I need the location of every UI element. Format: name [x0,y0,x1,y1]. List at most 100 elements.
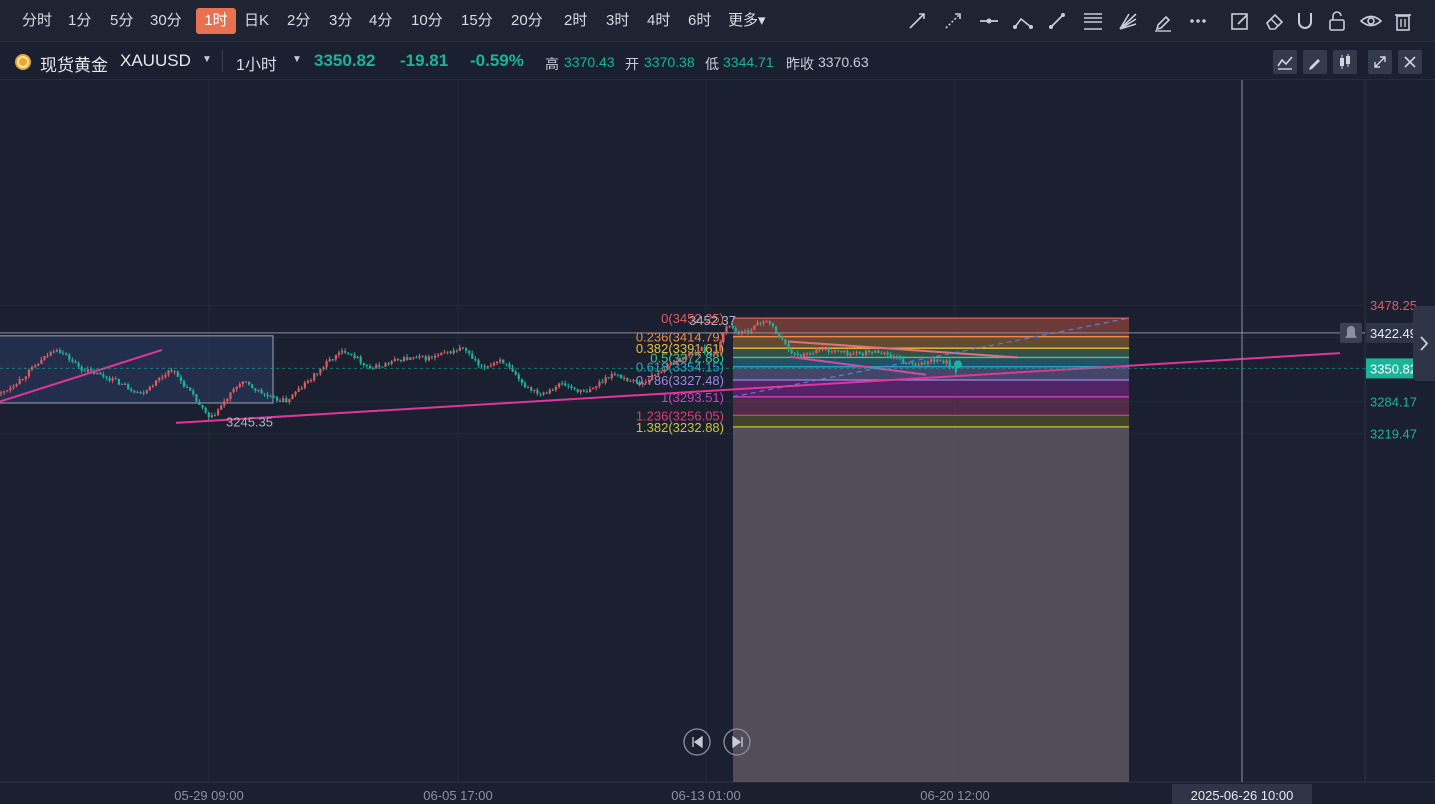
timeframe-tab[interactable]: 2分 [287,12,311,29]
rectangle-drawing[interactable] [0,335,274,404]
replay-back-button[interactable] [683,728,711,756]
fan-icon[interactable] [1115,8,1141,34]
candle-body [155,380,158,386]
horizontal-line-icon[interactable] [976,8,1002,34]
candle-body [127,384,130,389]
candle-body [365,365,368,367]
magnet-icon[interactable] [1292,8,1318,34]
candle-body [139,392,142,394]
candle-body [616,374,620,376]
timeframe-tab[interactable]: 4时 [647,12,671,29]
timeframe-tab[interactable]: 30分 [150,12,182,29]
close-icon[interactable] [1398,50,1422,74]
candle-body [341,351,344,353]
candle-body [725,326,728,333]
timeframe-tab[interactable]: 更多▾ [728,12,766,29]
timeframe-tab[interactable]: 3时 [606,12,630,29]
unlock-icon[interactable] [1324,8,1350,34]
candle-body [83,370,86,372]
symbol-code[interactable]: XAUUSD [120,51,191,70]
candle-body [446,351,449,353]
triangle-upper-line[interactable] [787,340,1019,359]
period-dropdown-icon[interactable]: ▼ [292,54,302,65]
candle-body [759,322,762,324]
eraser-icon[interactable] [1261,8,1287,34]
timeframe-tab[interactable]: 分时 [22,12,53,29]
candle-body [740,331,744,334]
candle-body [809,353,812,355]
candle-body [204,407,207,413]
candle-body [892,356,895,359]
more-icon[interactable] [1185,8,1211,34]
candle-body [629,380,632,382]
price-chart[interactable]: 0(3452.25) 0.236(3414.79)0.382(3391.61) 0.… [0,80,1435,804]
candle-body [18,379,21,385]
candle-body [409,357,412,360]
divider [222,50,223,72]
timeframe-tab[interactable]: 日K [244,12,270,29]
period-selector[interactable]: 1小时 [236,57,277,74]
candle-body [576,389,579,393]
candle-body [868,350,871,353]
candle-body [266,394,269,397]
indicator-icon[interactable] [1273,50,1297,74]
fib-retracement-icon[interactable] [1080,8,1106,34]
trash-icon[interactable] [1390,8,1416,34]
candle-body [449,351,452,354]
symbol-name[interactable]: 现货黄金 [40,56,108,75]
candle-body [691,352,694,355]
candle-body [824,348,827,350]
candle-body [443,352,446,354]
trend-line[interactable] [0,349,163,403]
candle-body [846,350,849,356]
candle-body [573,388,576,390]
replay-forward-button[interactable] [723,728,751,756]
candle-body [393,359,396,362]
price-tick-label: 3284.17 [1370,394,1417,409]
candle-body [697,350,700,354]
candle-body [96,372,99,375]
timeframe-tab[interactable]: 4分 [369,12,393,29]
candle-body [297,388,300,392]
candle-body [334,354,337,360]
candle-body [595,385,598,388]
candle-body [775,326,778,333]
timeframe-tab[interactable]: 10分 [411,12,443,29]
visibility-icon[interactable] [1358,8,1384,34]
candle-body [551,389,554,391]
triangle-lower-line[interactable] [789,355,927,376]
timeframe-tab[interactable]: 6时 [688,12,712,29]
candle-style-icon[interactable] [1333,50,1357,74]
segment-icon[interactable] [1010,8,1036,34]
fib-diagonal[interactable] [732,317,1130,398]
timeframe-tab[interactable]: 5分 [110,12,134,29]
edit-icon[interactable] [1227,8,1253,34]
pen-icon[interactable] [1303,50,1327,74]
candle-body [598,381,601,386]
timeframe-tab[interactable]: 1时 [196,8,236,34]
candle-body [201,404,204,408]
candle-body [942,360,945,364]
timeframe-tab[interactable]: 20分 [511,12,543,29]
timeframe-tab[interactable]: 1分 [68,12,92,29]
expand-panel-button[interactable] [1413,306,1435,381]
candle-body [936,359,939,362]
parallel-line-icon[interactable] [1044,8,1070,34]
timeframe-tab[interactable]: 15分 [461,12,493,29]
candle-body [362,362,365,366]
ray-icon[interactable] [940,8,966,34]
price-change: -19.81 [400,51,449,70]
timeframe-tab[interactable]: 3分 [329,12,353,29]
candle-body [499,359,502,362]
highlighter-icon[interactable] [1150,8,1176,34]
candle-body [799,355,802,357]
trend-line-icon[interactable] [904,8,930,34]
fullscreen-icon[interactable] [1368,50,1392,74]
candle-body [102,374,105,377]
trend-line[interactable] [175,352,1341,424]
candle-body [213,415,217,417]
candle-body [784,339,787,345]
timeframe-tab[interactable]: 2时 [564,12,588,29]
symbol-dropdown-icon[interactable]: ▼ [202,54,212,65]
candle-body [173,371,176,373]
